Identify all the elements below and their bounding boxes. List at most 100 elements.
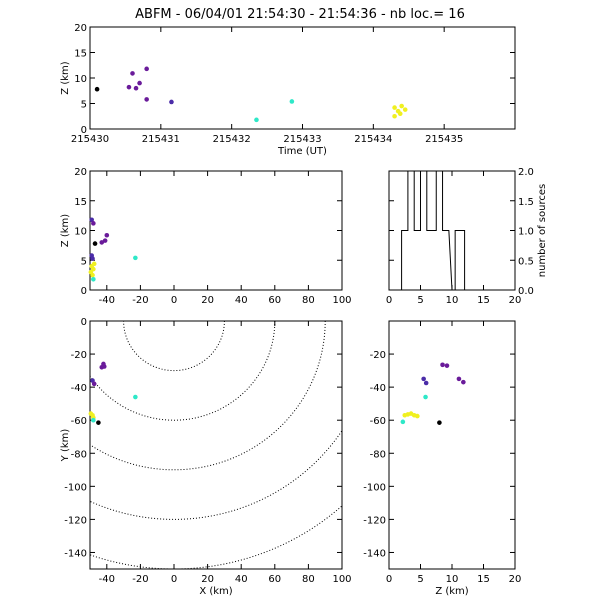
data-point [254, 117, 259, 123]
plot-frame [388, 320, 516, 570]
x-tick-label: 215433 [283, 134, 321, 145]
x-tick-label: 215432 [213, 134, 251, 145]
y-tick-label: 20 [74, 23, 87, 34]
data-point [88, 411, 94, 416]
data-point [169, 99, 174, 105]
data-point [415, 413, 420, 419]
data-point [101, 364, 107, 369]
x-tick-label: 215430 [71, 134, 109, 145]
y-tick-label: 10 [74, 227, 87, 238]
y-tick-label: 15 [74, 49, 87, 60]
y-tick-label: -120 [64, 515, 87, 526]
y-tick-label: -100 [363, 482, 386, 493]
y-tick-label: 10 [74, 74, 87, 85]
x-axis-label: X (km) [199, 586, 232, 597]
data-point [102, 238, 108, 243]
x-tick-label: 20 [509, 574, 522, 585]
data-point [104, 232, 110, 238]
x-tick-label: 100 [332, 295, 351, 306]
x-tick-label: 40 [235, 574, 248, 585]
y-tick-label: 0.5 [518, 256, 534, 267]
data-point [96, 420, 101, 425]
y-tick-label: 5 [81, 100, 87, 111]
data-point [91, 221, 96, 226]
x-tick-label: 40 [235, 295, 248, 306]
data-point [126, 84, 132, 90]
y-axis-label: Z (km) [60, 61, 71, 94]
plot-frame [89, 320, 343, 570]
data-point [461, 379, 466, 385]
x-axis-label: Time (UT) [277, 146, 327, 157]
y-tick-label: 0 [81, 317, 87, 328]
x-tick-label: 60 [268, 574, 281, 585]
y-tick-label: -80 [370, 449, 386, 460]
x-tick-label: 215434 [354, 134, 392, 145]
z-vs-time-panel: 215430 215431 215432 215433 215434 215435 0 5 10… [60, 23, 516, 157]
figure-title: ABFM - 06/04/01 21:54:30 - 21:54:36 - nb… [135, 7, 465, 22]
data-point [437, 420, 442, 425]
x-tick-label: 0 [171, 574, 177, 585]
x-axis-label: Z (km) [435, 586, 468, 597]
x-tick-label: 20 [201, 574, 214, 585]
x-tick-label: 20 [201, 295, 214, 306]
x-tick-label: 60 [268, 295, 281, 306]
y-tick-label: 20 [74, 167, 87, 178]
data-point [133, 85, 139, 91]
x-tick-label: 5 [417, 574, 423, 585]
data-point [444, 363, 450, 368]
data-point [400, 419, 406, 425]
x-tick-label: 20 [509, 295, 522, 306]
data-point [423, 394, 428, 400]
data-point [91, 381, 97, 387]
data-point [144, 66, 149, 72]
y-tick-label: 2.0 [518, 167, 534, 178]
x-tick-label: 0 [386, 295, 392, 306]
y-vs-x-panel: -40 -20 0 20 40 60 80 100 0 -20 -40 -60 -80 -100 -120 -… [60, 317, 352, 597]
y-tick-label: -20 [370, 350, 386, 361]
data-point [133, 394, 138, 400]
x-tick-label: 0 [386, 574, 392, 585]
x-tick-label: 15 [477, 574, 490, 585]
x-tick-label: 215435 [425, 134, 463, 145]
y-tick-label: -40 [71, 383, 87, 394]
data-point [137, 80, 142, 86]
x-tick-label: 10 [446, 574, 459, 585]
range-ring [123, 321, 225, 372]
x-tick-label: 80 [302, 574, 315, 585]
data-point [133, 255, 138, 261]
data-point [91, 261, 97, 267]
y-axis-label: Y (km) [60, 429, 71, 463]
y-tick-label: -140 [363, 548, 386, 559]
y-tick-label: 0 [81, 286, 87, 297]
x-tick-label: 5 [417, 295, 423, 306]
y-tick-label: -60 [71, 416, 87, 427]
y-tick-label: -20 [71, 350, 87, 361]
data-point [91, 417, 96, 423]
data-point [144, 97, 149, 102]
data-point [399, 103, 404, 109]
y-tick-label: -140 [64, 548, 87, 559]
x-tick-label: -40 [99, 574, 115, 585]
data-point [94, 86, 100, 92]
data-point [402, 107, 408, 112]
plot-frame [89, 26, 516, 130]
x-tick-label: 0 [171, 295, 177, 306]
data-point [392, 105, 397, 110]
x-tick-label: -20 [132, 295, 148, 306]
x-tick-label: 15 [477, 295, 490, 306]
z-vs-x-panel: -40 -20 0 20 40 60 80 100 0 5 10 15 20 Z (km) [60, 167, 352, 306]
data-point [397, 111, 403, 116]
data-point [392, 113, 397, 119]
x-tick-label: 100 [332, 574, 351, 585]
y-axis-label: number of sources [537, 184, 548, 277]
x-tick-label: 80 [302, 295, 315, 306]
y-tick-label: -80 [71, 449, 87, 460]
y-tick-label: -60 [370, 416, 386, 427]
data-point [91, 276, 96, 282]
data-point [421, 376, 426, 382]
data-point [456, 376, 462, 382]
y-axis-label: Z (km) [60, 214, 71, 247]
y-tick-label: -40 [370, 383, 386, 394]
range-ring [90, 321, 276, 421]
